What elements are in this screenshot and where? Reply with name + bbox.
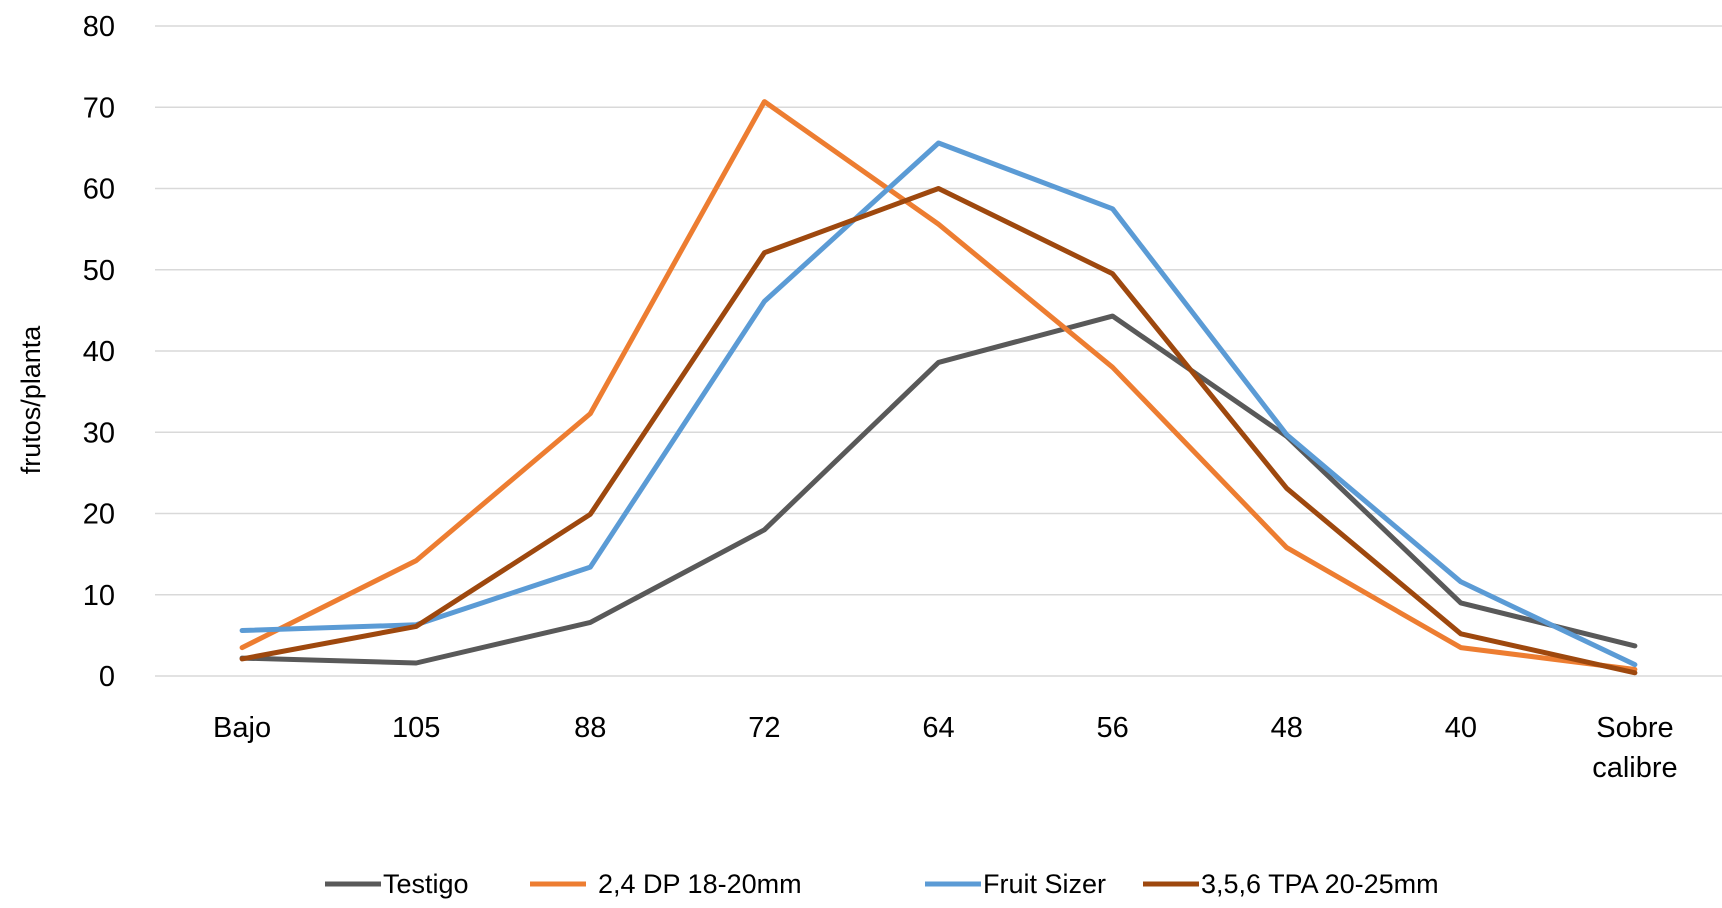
y-tick-label: 0	[99, 661, 115, 693]
legend-label-1: 2,4 DP 18-20mm	[598, 869, 802, 899]
x-tick-label: 64	[922, 712, 954, 744]
y-tick-label: 50	[83, 255, 115, 287]
y-tick-label: 70	[83, 92, 115, 124]
series-line-1	[239, 99, 1638, 672]
y-tick-label: 80	[83, 11, 115, 43]
x-tick-label: 105	[392, 712, 440, 744]
series-lines	[239, 99, 1638, 676]
series-line-3	[239, 186, 1638, 676]
y-tick-label: 40	[83, 336, 115, 368]
x-tick-label: 56	[1096, 712, 1128, 744]
x-axis-ticks: Bajo 105 88 72 64 56 48 40 Sobre calibre	[213, 712, 1678, 784]
x-tick-label: Sobre calibre	[1592, 712, 1677, 784]
legend: Testigo 2,4 DP 18-20mm Fruit Sizer 3,5,6 TP…	[325, 869, 1439, 899]
x-tick-label: Bajo	[213, 712, 271, 744]
legend-label-2: Fruit Sizer	[983, 869, 1106, 899]
y-tick-label: 10	[83, 580, 115, 612]
x-tick-label: 40	[1445, 712, 1477, 744]
series-line-2	[239, 140, 1638, 668]
y-axis-ticks: 0 10 20 30 40 50 60 70 80	[83, 11, 115, 693]
series-line-0	[239, 313, 1638, 666]
y-tick-label: 30	[83, 417, 115, 449]
x-tick-label: 48	[1271, 712, 1303, 744]
gridlines	[155, 25, 1722, 677]
legend-label-0: Testigo	[383, 869, 469, 899]
legend-label-3: 3,5,6 TPA 20-25mm	[1201, 869, 1439, 899]
x-tick-label: 88	[574, 712, 606, 744]
x-tick-label: 72	[748, 712, 780, 744]
y-tick-label: 20	[83, 499, 115, 531]
y-tick-label: 60	[83, 174, 115, 206]
y-axis-label: frutos/planta	[16, 325, 46, 475]
